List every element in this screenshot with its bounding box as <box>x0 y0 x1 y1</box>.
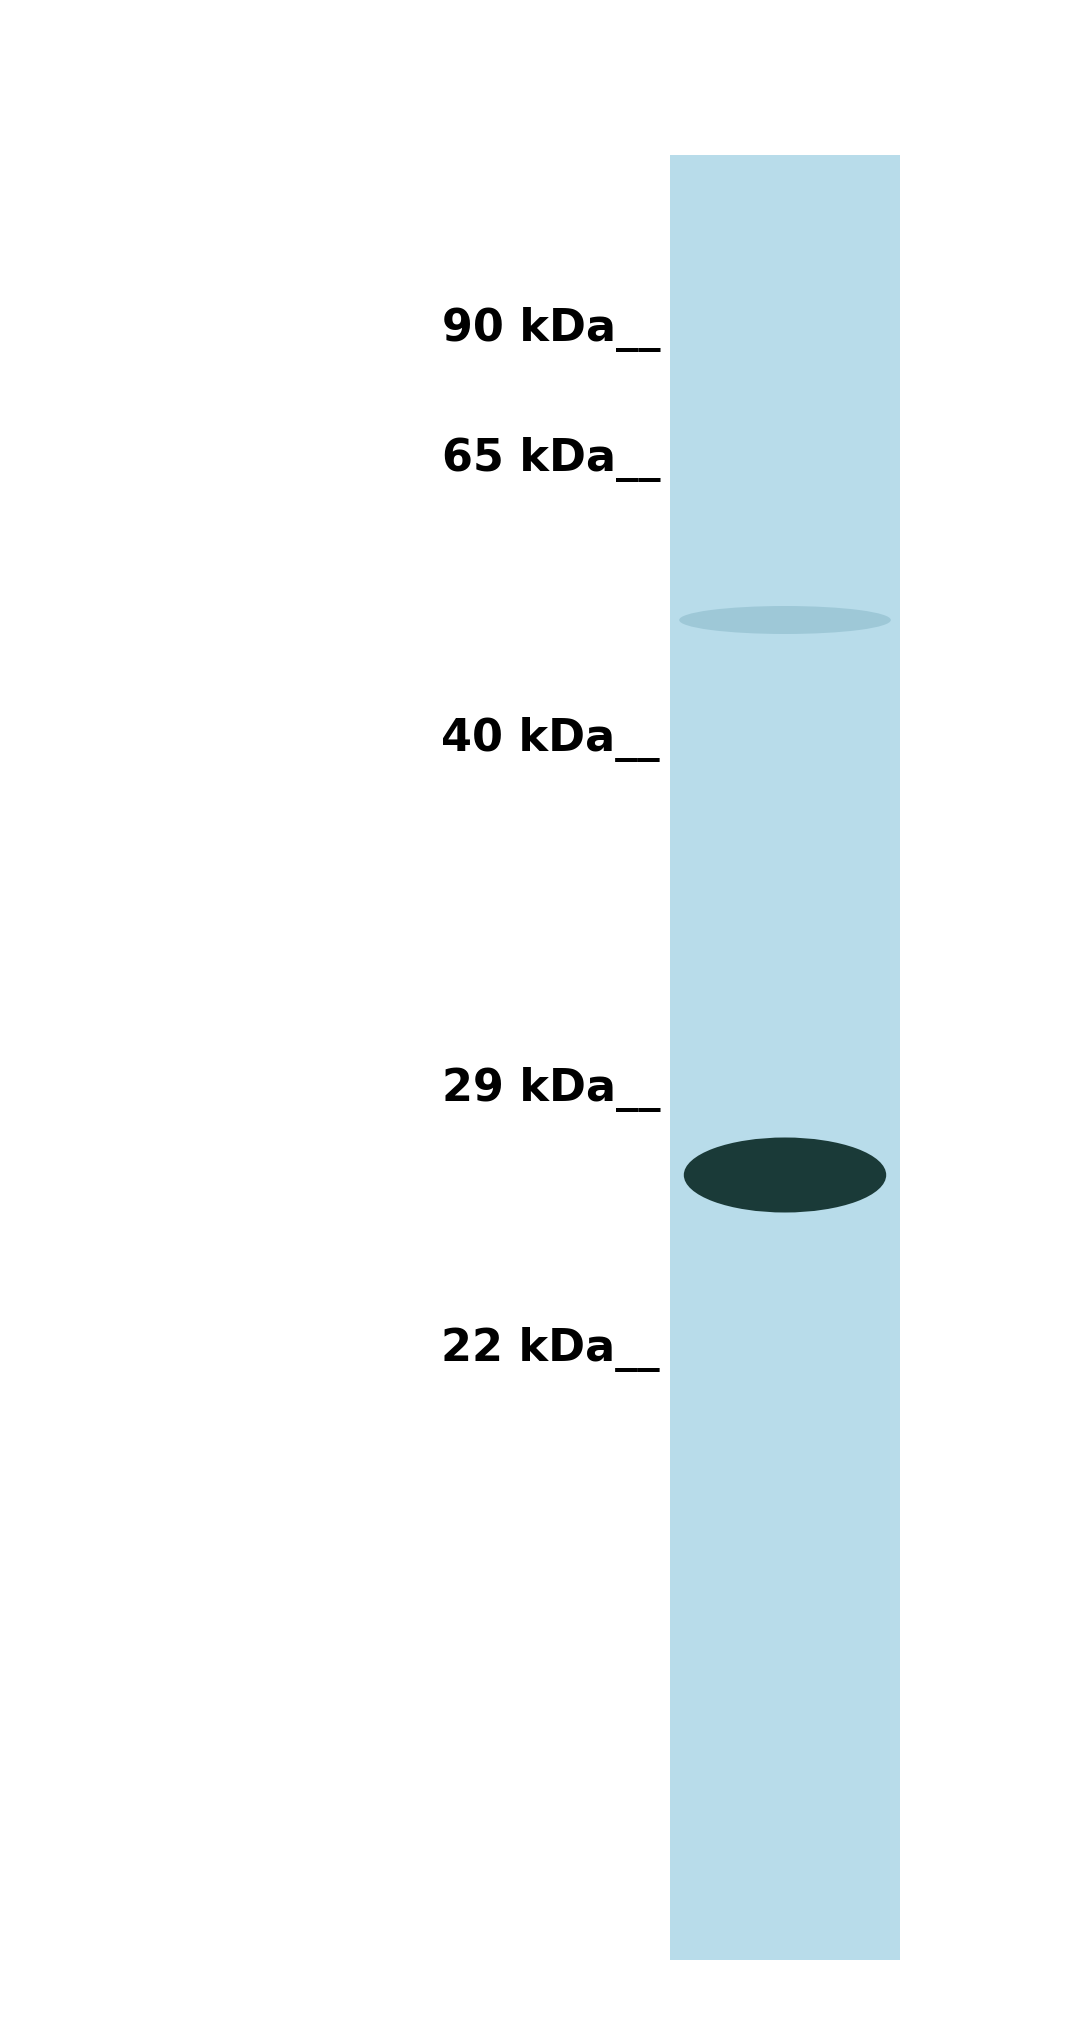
Ellipse shape <box>684 1137 887 1213</box>
Text: 65 kDa__: 65 kDa__ <box>442 438 660 483</box>
Bar <box>670 155 900 1960</box>
Text: 22 kDa__: 22 kDa__ <box>442 1329 660 1373</box>
Ellipse shape <box>679 606 891 634</box>
Text: 40 kDa__: 40 kDa__ <box>442 717 660 763</box>
Text: 29 kDa__: 29 kDa__ <box>442 1068 660 1112</box>
Text: 90 kDa__: 90 kDa__ <box>442 307 660 353</box>
